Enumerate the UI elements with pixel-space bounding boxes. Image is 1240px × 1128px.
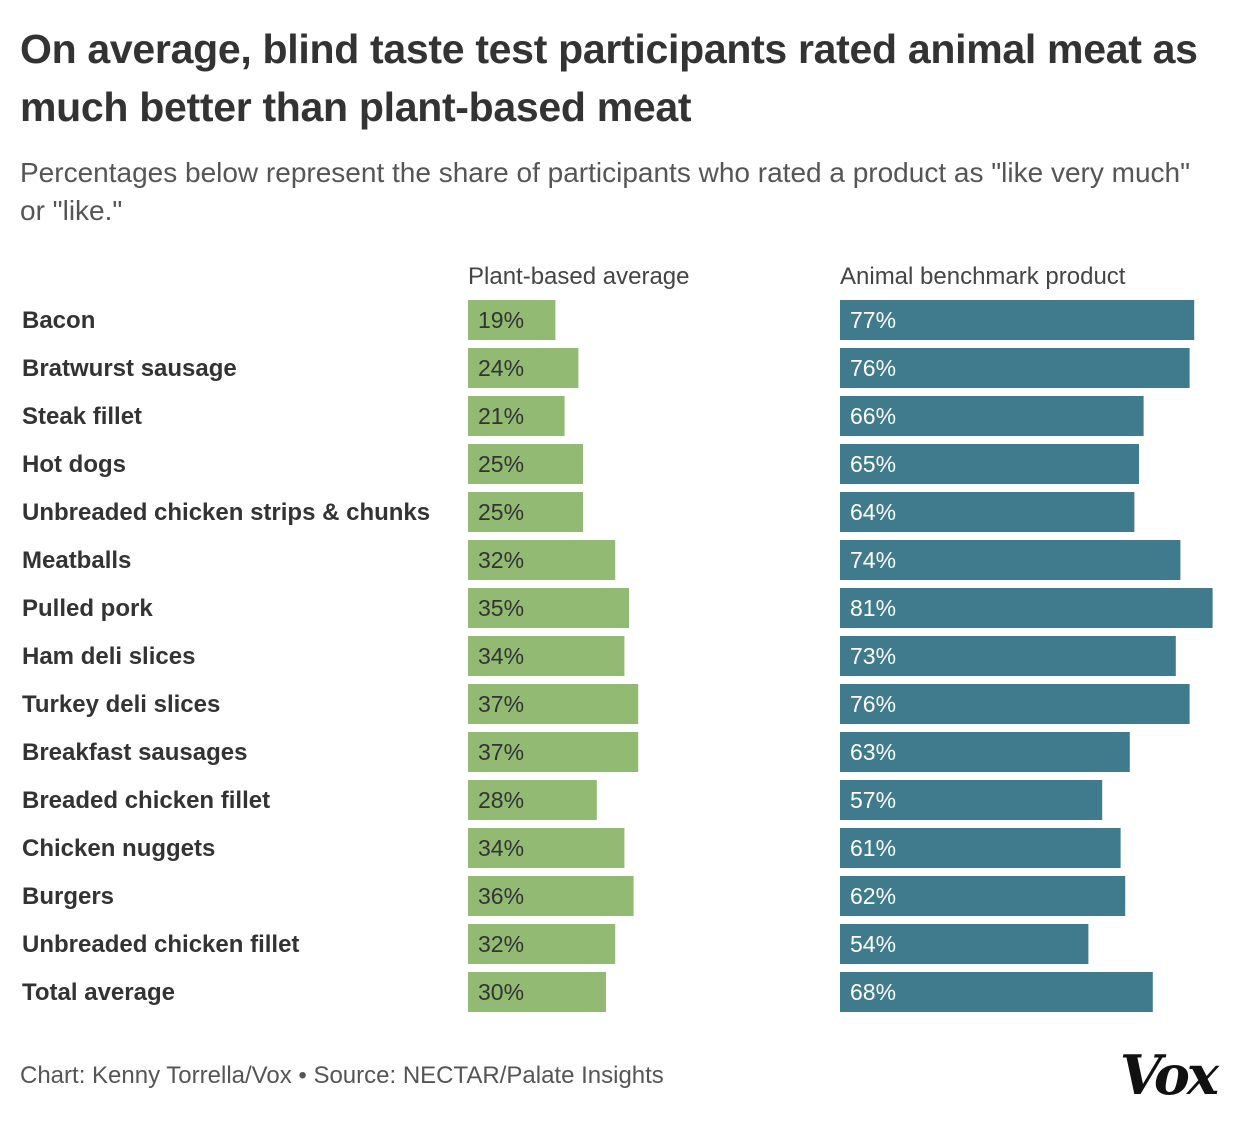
plant-value-unbreaded-chicken-fillet: 32%: [478, 931, 524, 957]
animal-bar-breaded-chicken-fillet: [840, 780, 1103, 820]
plant-value-burgers: 36%: [478, 883, 524, 909]
animal-bar-bratwurst-sausage: [840, 348, 1190, 388]
plant-value-breaded-chicken-fillet: 28%: [478, 787, 524, 813]
plant-value-meatballs: 32%: [478, 547, 524, 573]
plant-bar-chicken-nuggets: [468, 828, 625, 868]
animal-bar-burgers: [840, 876, 1126, 916]
vox-logo: Vox: [1120, 1043, 1223, 1107]
plant-value-steak-fillet: 21%: [478, 403, 524, 429]
plant-value-pulled-pork: 35%: [478, 595, 524, 621]
animal-bar-pulled-pork: [840, 588, 1213, 628]
plant-bar-ham-deli-slices: [468, 636, 625, 676]
animal-bar-meatballs: [840, 540, 1181, 580]
plant-value-bratwurst-sausage: 24%: [478, 355, 524, 381]
category-label-unbreaded-chicken-strips-and-chunks: Unbreaded chicken strips & chunks: [22, 499, 430, 526]
animal-value-bratwurst-sausage: 76%: [850, 355, 896, 381]
animal-value-total-average: 68%: [850, 979, 896, 1005]
animal-value-steak-fillet: 66%: [850, 403, 896, 429]
plant-bar-pulled-pork: [468, 588, 629, 628]
category-label-pulled-pork: Pulled pork: [22, 595, 153, 622]
plant-bar-steak-fillet: [468, 396, 565, 436]
plant-value-ham-deli-slices: 34%: [478, 643, 524, 669]
plant-value-breakfast-sausages: 37%: [478, 739, 524, 765]
category-label-total-average: Total average: [22, 979, 175, 1006]
plant-value-chicken-nuggets: 34%: [478, 835, 524, 861]
bar-rows: Bacon 19% 77% Bratwurst sausage 24% 76% Steak …: [22, 300, 1213, 1012]
category-label-hot-dogs: Hot dogs: [22, 451, 126, 478]
plant-bar-unbreaded-chicken-fillet: [468, 924, 616, 964]
animal-bar-breakfast-sausages: [840, 732, 1130, 772]
plant-bar-bratwurst-sausage: [468, 348, 579, 388]
category-label-burgers: Burgers: [22, 883, 114, 910]
category-label-steak-fillet: Steak fillet: [22, 403, 142, 430]
plant-bar-total-average: [468, 972, 606, 1012]
animal-bar-unbreaded-chicken-strips-and-chunks: [840, 492, 1135, 532]
animal-value-breakfast-sausages: 63%: [850, 739, 896, 765]
animal-bar-turkey-deli-slices: [840, 684, 1190, 724]
animal-bar-chicken-nuggets: [840, 828, 1121, 868]
category-label-breakfast-sausages: Breakfast sausages: [22, 739, 247, 766]
plant-bar-turkey-deli-slices: [468, 684, 639, 724]
category-label-chicken-nuggets: Chicken nuggets: [22, 835, 215, 862]
category-label-ham-deli-slices: Ham deli slices: [22, 643, 195, 670]
animal-bar-hot-dogs: [840, 444, 1139, 484]
animal-value-unbreaded-chicken-strips-and-chunks: 64%: [850, 499, 896, 525]
category-label-breaded-chicken-fillet: Breaded chicken fillet: [22, 787, 270, 814]
animal-value-ham-deli-slices: 73%: [850, 643, 896, 669]
category-label-bratwurst-sausage: Bratwurst sausage: [22, 355, 237, 382]
plant-bar-unbreaded-chicken-strips-and-chunks: [468, 492, 583, 532]
plant-bar-breakfast-sausages: [468, 732, 639, 772]
plant-bar-burgers: [468, 876, 634, 916]
animal-value-turkey-deli-slices: 76%: [850, 691, 896, 717]
animal-bar-bacon: [840, 300, 1195, 340]
category-label-turkey-deli-slices: Turkey deli slices: [22, 691, 220, 718]
animal-bar-ham-deli-slices: [840, 636, 1176, 676]
chart-title: On average, blind taste test participant…: [20, 26, 1198, 130]
chart-credit: Chart: Kenny Torrella/Vox • Source: NECT…: [20, 1062, 664, 1089]
animal-value-breaded-chicken-fillet: 57%: [850, 787, 896, 813]
bar-chart: Plant-based average Animal benchmark pro…: [22, 263, 1213, 1012]
animal-value-meatballs: 74%: [850, 547, 896, 573]
animal-bar-total-average: [840, 972, 1153, 1012]
animal-value-bacon: 77%: [850, 307, 896, 333]
category-label-bacon: Bacon: [22, 307, 95, 334]
animal-value-hot-dogs: 65%: [850, 451, 896, 477]
category-label-meatballs: Meatballs: [22, 547, 131, 574]
animal-bar-steak-fillet: [840, 396, 1144, 436]
plant-value-hot-dogs: 25%: [478, 451, 524, 477]
plant-value-bacon: 19%: [478, 307, 524, 333]
animal-value-unbreaded-chicken-fillet: 54%: [850, 931, 896, 957]
plant-bar-bacon: [468, 300, 556, 340]
animal-value-burgers: 62%: [850, 883, 896, 909]
animal-value-pulled-pork: 81%: [850, 595, 896, 621]
plant-bar-hot-dogs: [468, 444, 583, 484]
category-label-unbreaded-chicken-fillet: Unbreaded chicken fillet: [22, 931, 299, 958]
series-header-animal: Animal benchmark product: [840, 263, 1126, 290]
plant-value-turkey-deli-slices: 37%: [478, 691, 524, 717]
plant-bar-breaded-chicken-fillet: [468, 780, 597, 820]
animal-value-chicken-nuggets: 61%: [850, 835, 896, 861]
chart-subtitle: Percentages below represent the share of…: [20, 157, 1191, 226]
animal-bar-unbreaded-chicken-fillet: [840, 924, 1089, 964]
plant-value-total-average: 30%: [478, 979, 524, 1005]
svg-text:Vox: Vox: [1120, 1043, 1220, 1107]
plant-bar-meatballs: [468, 540, 616, 580]
series-header-plant: Plant-based average: [468, 263, 689, 290]
plant-value-unbreaded-chicken-strips-and-chunks: 25%: [478, 499, 524, 525]
